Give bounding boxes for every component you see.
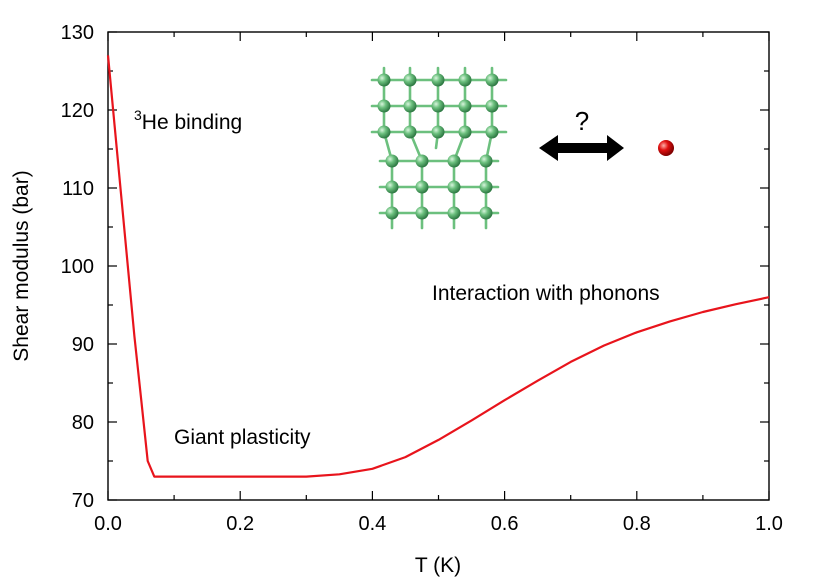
impurity-atom-icon	[658, 140, 674, 156]
lattice-atom	[431, 99, 445, 113]
crystal-lattice-icon	[370, 66, 508, 230]
lattice-atom	[447, 154, 461, 168]
x-tick-label: 0.4	[358, 513, 386, 535]
lattice-atom	[485, 125, 499, 139]
lattice-atom	[415, 206, 429, 220]
y-tick-label: 100	[61, 256, 94, 278]
giant-plasticity-annotation: Giant plasticity	[174, 426, 311, 449]
y-tick-label: 110	[62, 178, 94, 200]
question-mark: ?	[575, 106, 589, 136]
he-binding-superscript: 3	[134, 107, 142, 123]
lattice-atom	[403, 73, 417, 87]
y-tick-label: 90	[72, 334, 94, 356]
lattice-atom	[479, 180, 493, 194]
lattice-atom	[458, 73, 472, 87]
y-tick-label: 80	[72, 412, 94, 434]
x-axis-label: T (K)	[415, 554, 461, 577]
lattice-atom	[377, 99, 391, 113]
axis-ticks	[107, 31, 770, 501]
x-tick-label: 0.6	[491, 513, 519, 535]
lattice-atom	[485, 73, 499, 87]
lattice-atom	[431, 73, 445, 87]
x-tick-label: 0.0	[94, 513, 122, 535]
y-tick-label: 130	[61, 22, 94, 44]
lattice-atom	[447, 206, 461, 220]
lattice-atom	[415, 180, 429, 194]
x-tick-label: 0.8	[623, 513, 651, 535]
lattice-atom	[458, 99, 472, 113]
y-tick-label: 70	[72, 490, 94, 512]
lattice-atom	[403, 125, 417, 139]
lattice-atom	[377, 125, 391, 139]
he-binding-text: He binding	[142, 111, 242, 134]
lattice-atom	[385, 206, 399, 220]
lattice-atom	[479, 154, 493, 168]
lattice-atom	[403, 99, 417, 113]
lattice-atom	[458, 125, 472, 139]
lattice-atom	[431, 125, 445, 139]
lattice-atom	[485, 99, 499, 113]
x-tick-label: 0.2	[226, 513, 254, 535]
shear-modulus-curve	[106, 55, 770, 478]
lattice-atom	[385, 154, 399, 168]
axis-tick-labels: 0.0 0.2 0.4 0.6 0.8 1.0 70 80 90 100 110 120 130	[61, 22, 783, 535]
y-tick-label: 120	[61, 100, 94, 122]
x-tick-label: 1.0	[755, 513, 783, 535]
he-binding-annotation: 3He binding	[134, 107, 242, 134]
double-arrow-icon	[539, 135, 624, 161]
y-axis-label: Shear modulus (bar)	[10, 170, 33, 361]
lattice-atom	[377, 73, 391, 87]
lattice-atom	[479, 206, 493, 220]
interaction-phonons-annotation: Interaction with phonons	[432, 282, 660, 305]
lattice-atom	[385, 180, 399, 194]
lattice-atom	[447, 180, 461, 194]
lattice-atom	[415, 154, 429, 168]
